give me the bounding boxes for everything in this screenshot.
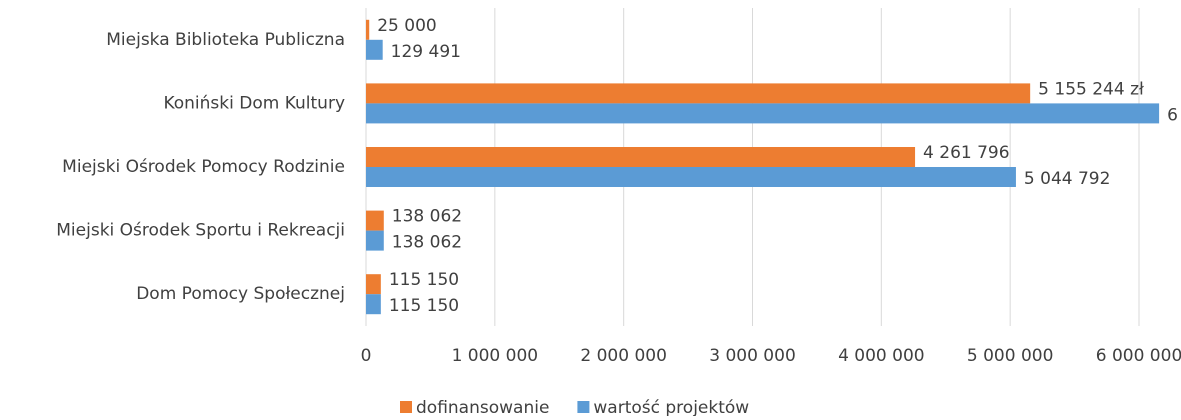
value-label: 6 156 063 zł bbox=[1167, 105, 1181, 125]
value-label: 5 155 244 zł bbox=[1038, 79, 1144, 99]
value-label: 25 000 bbox=[377, 16, 436, 36]
x-tick-label: 1 000 000 bbox=[452, 346, 539, 366]
value-label: 129 491 bbox=[391, 42, 461, 62]
y-tick-label: Miejski Ośrodek Sportu i Rekreacji bbox=[56, 221, 345, 241]
bar bbox=[366, 103, 1160, 124]
value-label: 138 062 bbox=[392, 207, 462, 227]
value-label: 4 261 796 bbox=[923, 143, 1010, 163]
bar bbox=[366, 274, 381, 295]
legend-swatch bbox=[400, 401, 412, 413]
x-tick-label: 6 000 000 bbox=[1096, 346, 1181, 366]
bar bbox=[366, 39, 383, 60]
value-label: 115 150 bbox=[389, 270, 459, 290]
y-tick-label: Koniński Dom Kultury bbox=[163, 93, 345, 113]
legend-swatch bbox=[577, 401, 590, 413]
bar bbox=[366, 83, 1031, 104]
y-tick-label: Miejska Biblioteka Publiczna bbox=[106, 30, 345, 50]
x-tick-label: 0 bbox=[361, 346, 372, 366]
legend-label: dofinansowanie bbox=[416, 398, 549, 416]
y-tick-label: Miejski Ośrodek Pomocy Rodzinie bbox=[62, 157, 345, 177]
bar bbox=[366, 147, 916, 167]
x-tick-label: 2 000 000 bbox=[580, 346, 667, 366]
x-tick-label: 3 000 000 bbox=[709, 346, 796, 366]
value-label: 115 150 bbox=[389, 296, 459, 316]
value-label: 138 062 bbox=[392, 233, 462, 253]
x-tick-label: 5 000 000 bbox=[967, 346, 1054, 366]
bar bbox=[366, 294, 381, 315]
y-tick-label: Dom Pomocy Społecznej bbox=[136, 284, 345, 304]
legend-label: wartość projektów bbox=[593, 398, 749, 416]
x-tick-label: 4 000 000 bbox=[838, 346, 925, 366]
bar bbox=[366, 167, 1016, 187]
bar bbox=[366, 19, 370, 40]
bar bbox=[366, 230, 384, 251]
bar bbox=[366, 210, 384, 231]
value-label: 5 044 792 bbox=[1024, 169, 1111, 189]
